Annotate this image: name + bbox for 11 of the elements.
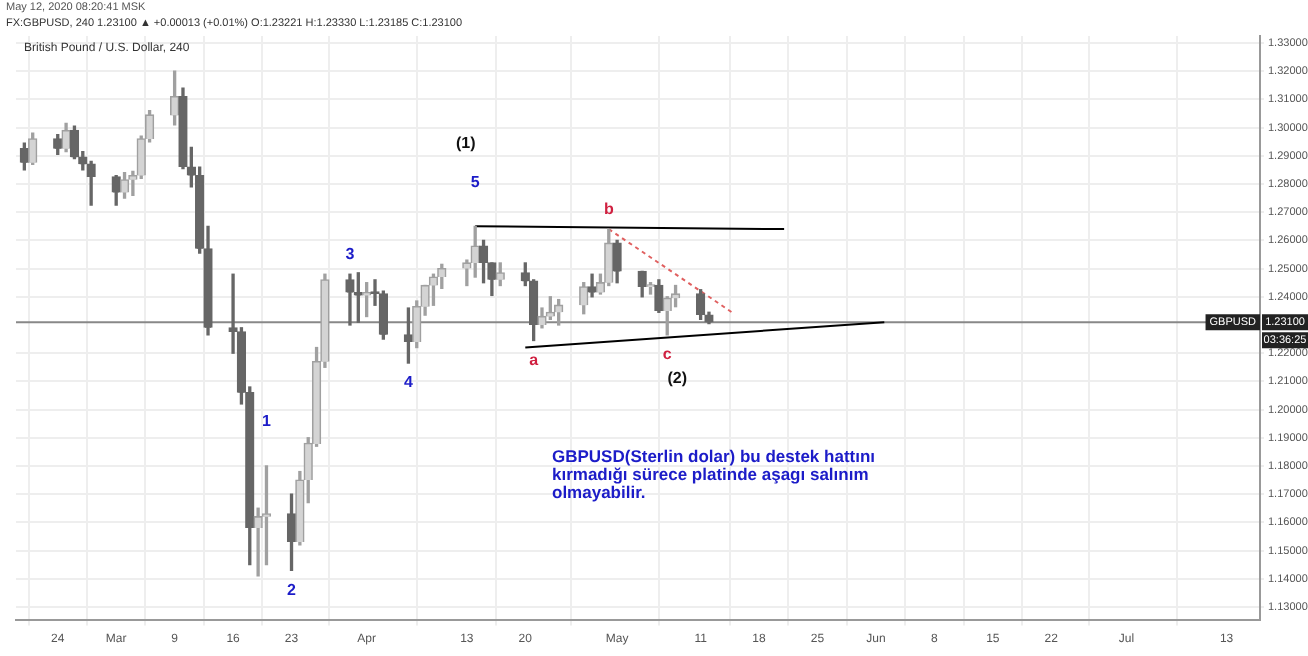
annotation: b xyxy=(603,199,614,218)
annotation: GBPUSD(Sterlin dolar) bu destek hattını kırmadığı sürece platinde aşagı salınım olmayabilir. xyxy=(552,446,878,502)
annotation: 2 xyxy=(287,580,298,599)
annotation: a xyxy=(529,350,540,369)
annotation: 1 xyxy=(262,412,273,431)
annotation: 4 xyxy=(403,373,414,392)
annotation: (1) xyxy=(456,134,476,152)
annotation: 5 xyxy=(470,172,481,191)
annotation: c xyxy=(662,345,673,364)
annotation: (2) xyxy=(667,369,688,388)
annotation: 3 xyxy=(345,244,356,263)
